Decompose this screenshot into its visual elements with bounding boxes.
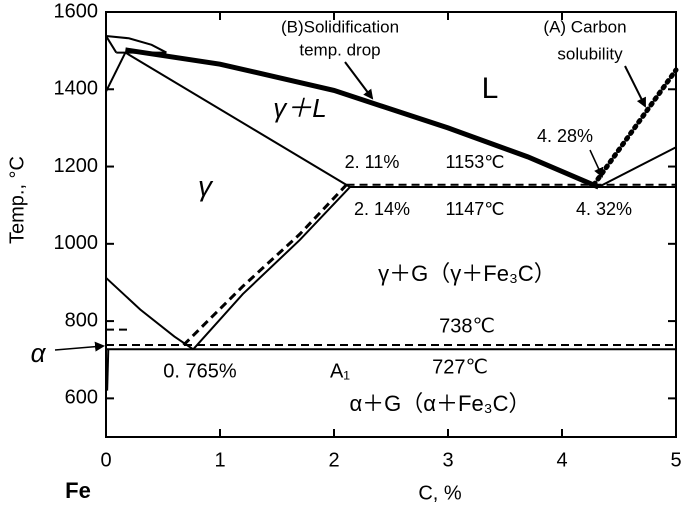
annotation: γ＋L bbox=[273, 93, 326, 123]
phase-boundary bbox=[106, 349, 110, 391]
phase-boundary bbox=[192, 186, 351, 350]
x-axis-label: C, % bbox=[418, 482, 462, 504]
phase-boundary bbox=[105, 52, 127, 93]
annotation: 4. 32% bbox=[576, 199, 632, 219]
phase-boundary bbox=[125, 47, 600, 190]
y-tick-label: 600 bbox=[65, 387, 98, 409]
arrow bbox=[589, 149, 604, 178]
phase-boundary bbox=[105, 277, 194, 351]
phase-boundary bbox=[105, 34, 167, 54]
phase-boundary bbox=[182, 183, 348, 347]
arrow bbox=[624, 65, 646, 108]
annotation: γ bbox=[198, 170, 214, 201]
annotation: solubility bbox=[557, 44, 623, 63]
x-tick-label: 5 bbox=[670, 449, 681, 471]
x-tick-label: 4 bbox=[556, 449, 567, 471]
phase-boundary bbox=[591, 67, 679, 188]
annotation: γ＋G（γ＋Fe₃C） bbox=[378, 261, 556, 286]
y-tick-label: 1000 bbox=[54, 232, 99, 254]
arrow bbox=[344, 61, 374, 100]
annotation: 1147℃ bbox=[446, 199, 505, 219]
annotation: (B)Solidification bbox=[281, 17, 399, 36]
x-tick-label: 1 bbox=[214, 449, 225, 471]
annotation: 727℃ bbox=[432, 356, 488, 378]
annotation: L bbox=[482, 72, 499, 105]
phase-boundary bbox=[124, 51, 351, 188]
annotation: 4. 28% bbox=[537, 126, 593, 146]
y-tick-label: 1400 bbox=[54, 78, 99, 100]
y-axis-label: Temp., °C bbox=[6, 156, 28, 244]
annotation: 2. 14% bbox=[354, 199, 410, 219]
annotation: α bbox=[31, 338, 47, 368]
annotation: 0. 765% bbox=[163, 360, 237, 382]
y-tick-label: 1200 bbox=[54, 155, 99, 177]
annotation: α＋G（α＋Fe₃C） bbox=[349, 391, 530, 416]
annotation: 2. 11% bbox=[345, 152, 400, 172]
arrow bbox=[54, 341, 105, 352]
annotation: 1153℃ bbox=[446, 152, 505, 172]
x-tick-label: 3 bbox=[442, 449, 453, 471]
annotation: 738℃ bbox=[439, 315, 495, 337]
annotation: A₁ bbox=[330, 360, 350, 382]
phase-boundary bbox=[105, 35, 118, 54]
x-tick-label: 0 bbox=[100, 449, 111, 471]
origin-label: Fe bbox=[65, 478, 91, 503]
x-tick-label: 2 bbox=[328, 449, 339, 471]
y-tick-label: 1600 bbox=[54, 0, 99, 22]
annotation: (A) Carbon bbox=[543, 17, 626, 36]
phase-boundary bbox=[598, 146, 677, 188]
annotation: temp. drop bbox=[299, 40, 380, 59]
plot-frame bbox=[105, 11, 677, 438]
y-tick-label: 800 bbox=[65, 309, 98, 331]
